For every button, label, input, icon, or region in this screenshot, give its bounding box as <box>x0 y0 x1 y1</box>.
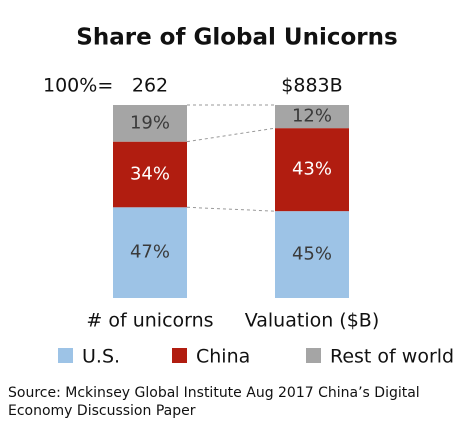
total-label: $883B <box>281 75 342 97</box>
data-label: 19% <box>130 112 170 133</box>
legend-swatch <box>58 348 73 363</box>
bar-segment <box>275 211 349 298</box>
bar-segment <box>113 105 187 142</box>
data-label: 47% <box>130 242 170 263</box>
chart: Share of Global Unicorns 100%= 262 # of u… <box>43 25 454 368</box>
data-label: 43% <box>292 159 332 180</box>
chart-title: Share of Global Unicorns <box>76 25 397 51</box>
legend-label: China <box>196 346 250 368</box>
x-tick-label: # of unicorns <box>86 310 213 332</box>
legend-label: U.S. <box>82 346 120 368</box>
bar-segment <box>275 128 349 212</box>
connector <box>186 206 276 212</box>
legend-label: Rest of world <box>330 346 454 368</box>
connector <box>186 127 276 143</box>
data-label: 45% <box>292 244 332 265</box>
legend-swatch <box>306 348 321 363</box>
bar-segment <box>113 207 187 298</box>
total-label: 262 <box>132 75 168 97</box>
totals-label: 100%= <box>43 75 113 97</box>
data-label: 34% <box>130 163 170 184</box>
source-note: Source: Mckinsey Global Institute Aug 20… <box>8 385 420 419</box>
bar-segment <box>275 105 349 129</box>
data-label: 12% <box>292 106 332 127</box>
bar-segment <box>113 141 187 208</box>
x-tick-label: Valuation ($B) <box>245 310 380 332</box>
legend-swatch <box>172 348 187 363</box>
